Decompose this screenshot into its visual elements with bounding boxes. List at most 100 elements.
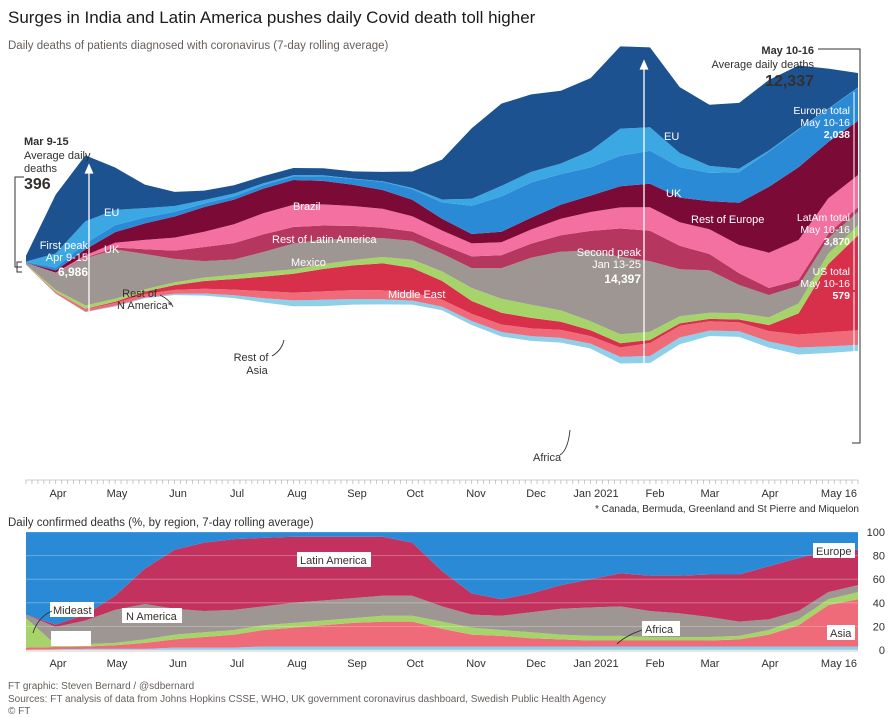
first-peak-arrow-top — [84, 163, 94, 174]
pct-x-tick-label: Aug — [287, 658, 307, 670]
main-x-tick-label: May 16 — [821, 488, 857, 500]
footer-copyright: © FT — [8, 706, 31, 717]
label-rest-asia-2: Asia — [246, 365, 268, 377]
pointer-lines — [159, 294, 571, 456]
pct-area-africa — [26, 646, 858, 650]
pct-area-europe — [26, 532, 858, 625]
pct-x-tick-label: Apr — [49, 658, 66, 670]
pct-x-tick-label: May 16 — [821, 658, 857, 670]
main-x-tick-label: Apr — [49, 488, 66, 500]
area-uk — [26, 87, 858, 268]
europe-total-label: Europe total — [793, 105, 850, 117]
pct-y-tick-label: 40 — [873, 598, 885, 610]
pct-label-mideast: Mideast — [53, 605, 92, 617]
pct-x-tick-label: Oct — [406, 658, 423, 670]
africa-label-box — [642, 621, 680, 636]
us-total-value: 579 — [832, 290, 850, 302]
europe-total-value: 2,038 — [824, 129, 850, 141]
label-middle-east: Middle East — [388, 289, 445, 301]
callout-may: May 10-16 Average daily deaths 12,337 — [711, 45, 814, 90]
area-rest-of-europe — [26, 87, 858, 271]
pct-x-tick-label: Nov — [466, 658, 486, 670]
lower-chart-title: Daily confirmed deaths (%, by region, 7-… — [8, 517, 314, 529]
label-india: India — [347, 310, 372, 322]
pct-label-asia: Asia — [830, 628, 852, 640]
second-peak-label: Second peak — [577, 247, 642, 259]
callout-may-heading: May 10-16 — [761, 45, 814, 57]
pct-x-tick-label: Apr — [761, 658, 778, 670]
label-africa: Africa — [533, 452, 562, 464]
label-rest-latam: Rest of Latin America — [272, 234, 377, 246]
annotation-arrows — [84, 59, 649, 477]
first-peak-value: 6,986 — [58, 265, 88, 279]
pct-area-asia — [26, 599, 858, 650]
area-eu — [26, 46, 858, 262]
europe-label-box — [813, 543, 855, 558]
series-labels: EU UK Brazil Rest of Latin America Mexic… — [104, 131, 764, 349]
chart-subtitle: Daily deaths of patients diagnosed with … — [8, 40, 389, 52]
pct-label-europe: Europe — [816, 546, 851, 558]
second-peak-sub: Jan 13-25 — [592, 259, 641, 271]
india-total-label: India — [827, 371, 850, 383]
pct-area-latin-america — [26, 536, 858, 627]
main-x-tick-label: Mar — [701, 488, 720, 500]
pct-x-tick-label: Jan 2021 — [573, 658, 618, 670]
main-x-tick-label: Jun — [169, 488, 187, 500]
us-total-label: US total — [813, 266, 850, 278]
main-x-tick-label: Apr — [761, 488, 778, 500]
callout-mar-label-2: deaths — [24, 163, 58, 175]
pct-x-tick-label: Dec — [526, 658, 546, 670]
main-footnote: * Canada, Bermuda, Greenland and St Pier… — [595, 504, 859, 515]
india-total-sub: May 10-16 — [800, 383, 850, 395]
mideast-label-box — [51, 631, 91, 646]
pct-y-tick-label: 20 — [873, 621, 885, 633]
label-uk-left: UK — [104, 244, 120, 256]
pct-label-africa: Africa — [645, 624, 674, 636]
n-america-label-box — [122, 608, 182, 623]
label-brazil: Brazil — [293, 201, 321, 213]
latam-total-sub: May 10-16 — [800, 224, 850, 236]
main-x-axis: Apr May Jun Jul Aug Sep Oct Nov Dec Jan 2021 Feb Ma… — [25, 479, 859, 500]
us-total-sub: May 10-16 — [800, 278, 850, 290]
footer-credit: FT graphic: Steven Bernard / @sdbernard — [8, 681, 195, 692]
main-x-tick-label: Feb — [646, 488, 665, 500]
area-rest-of-latin-america — [26, 174, 858, 288]
pct-area-mideast — [26, 592, 858, 648]
main-x-tick-label: Aug — [287, 488, 307, 500]
callout-may-value: 12,337 — [765, 73, 814, 90]
first-peak-arrow-bottom — [84, 358, 94, 369]
label-uk-right: UK — [666, 188, 682, 200]
pct-pointer-lines — [32, 610, 643, 645]
callout-first-peak: First peak Apr 9-15 6,986 — [40, 240, 89, 279]
india-total-value: 4,039 — [824, 395, 850, 407]
second-peak-arrow-top — [639, 59, 649, 70]
pct-x-tick-label: May — [107, 658, 128, 670]
label-rest-n-america-2: N America* — [117, 300, 173, 312]
left-bracket — [14, 176, 24, 273]
europe-total-sub: May 10-16 — [800, 117, 850, 129]
pct-x-axis: Apr May Jun Jul Aug Sep Oct Nov Dec Jan 2021 Feb Ma… — [26, 650, 858, 670]
pct-y-tick-label: 60 — [873, 574, 885, 586]
pct-x-tick-label: Jul — [230, 658, 244, 670]
main-x-tick-label: Jul — [230, 488, 244, 500]
pct-stream-areas — [26, 532, 858, 650]
area-india — [26, 235, 858, 348]
pct-label-n-america: N America — [126, 611, 178, 623]
chart-title: Surges in India and Latin America pushes… — [8, 8, 536, 27]
label-rest-asia-1: Rest of — [234, 352, 270, 364]
area-mexico — [26, 207, 858, 296]
latin-america-label-box — [297, 552, 371, 567]
main-x-tick-label: Dec — [526, 488, 546, 500]
first-peak-sub: Apr 9-15 — [46, 252, 88, 264]
mideast-label-box-2 — [50, 602, 94, 617]
right-callouts: Europe total May 10-16 2,038 LatAm total… — [793, 105, 850, 407]
right-bracket — [818, 48, 861, 444]
second-peak-value: 14,397 — [604, 272, 641, 286]
pct-y-tick-label: 80 — [873, 551, 885, 563]
label-rest-europe: Rest of Europe — [691, 214, 764, 226]
callout-mar-label-1: Average daily — [24, 150, 91, 162]
callout-mar-heading: Mar 9-15 — [24, 136, 69, 148]
asia-label-box — [827, 625, 855, 640]
callout-may-label: Average daily deaths — [711, 59, 814, 71]
area-us — [26, 211, 858, 335]
